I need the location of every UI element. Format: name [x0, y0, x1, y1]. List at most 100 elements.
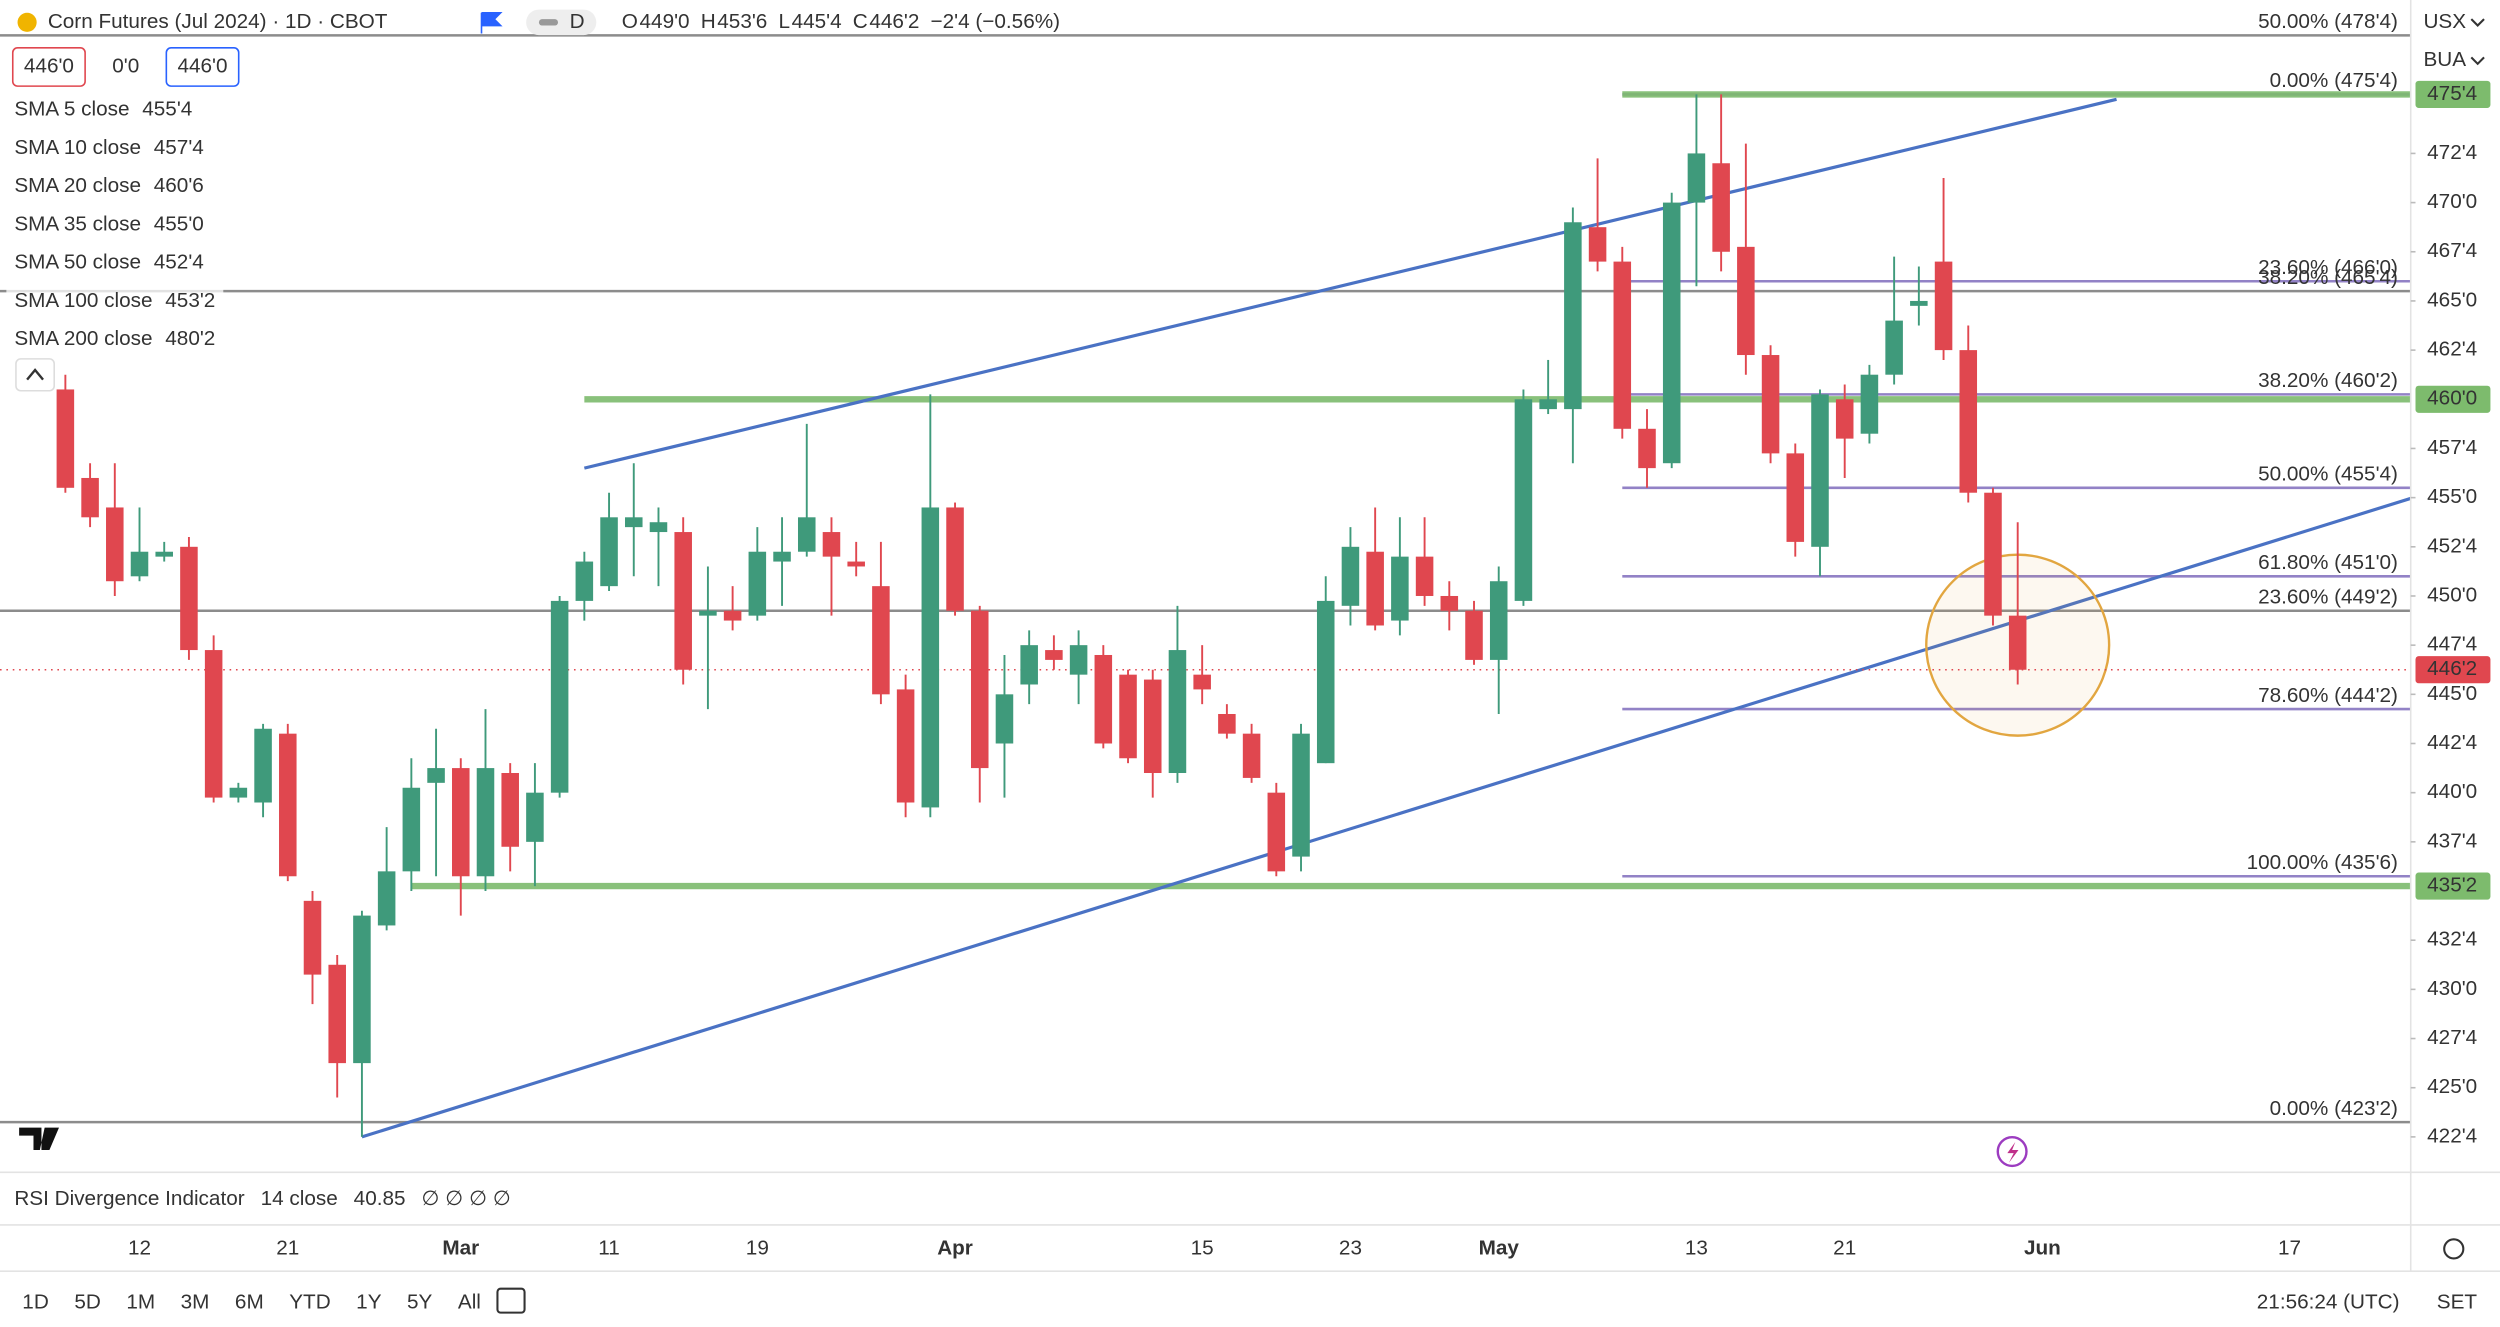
currency[interactable]: USX [2423, 10, 2466, 33]
settings-icon[interactable] [2443, 1238, 2465, 1260]
calendar-icon[interactable] [496, 1287, 526, 1314]
x-tick-label: 17 [2278, 1236, 2301, 1259]
candle-body [1143, 679, 1162, 774]
last-price-label: 446'2 [2427, 657, 2477, 680]
ohlc-key: L [778, 10, 790, 33]
x-tick-label: 19 [746, 1236, 769, 1259]
candle-body [229, 787, 248, 798]
price-label-box [2415, 385, 2491, 413]
candle-body [353, 915, 371, 1064]
candle-body [1094, 654, 1113, 744]
candle-body [204, 650, 223, 798]
chart-title: Corn Futures (Jul 2024) · 1D · CBOT [48, 10, 388, 33]
legend-value: 455'4 [142, 98, 192, 121]
candle-body [896, 689, 915, 803]
x-tick-label: Mar [442, 1236, 479, 1259]
candle-body [674, 532, 692, 670]
input-box[interactable] [11, 47, 86, 87]
fib-label: 100.00% (435'6) [2247, 851, 2398, 874]
legend-backdrop [6, 323, 224, 356]
y-tick-label: 425'0 [2427, 1075, 2477, 1098]
candle-body [847, 561, 865, 567]
legend-value: 452'4 [154, 251, 204, 274]
input-value[interactable]: 446'0 [177, 54, 227, 77]
legend-value: 455'0 [154, 212, 204, 235]
range-button[interactable]: YTD [289, 1291, 330, 1314]
candle-body [1687, 153, 1706, 203]
legend-value: 480'2 [165, 327, 215, 350]
candle-body [1539, 399, 1557, 410]
range-button[interactable]: 1D [22, 1291, 48, 1314]
legend-value: 460'6 [154, 174, 204, 197]
bolt [2007, 1141, 2019, 1163]
candle-body [723, 610, 742, 621]
settings-button[interactable]: SET [2437, 1291, 2478, 1314]
x-tick-label: May [1479, 1236, 1520, 1259]
candle-body [106, 507, 124, 582]
candle-body [1786, 453, 1805, 542]
candle-body [970, 610, 989, 769]
indicator-extras: ∅ ∅ ∅ ∅ [421, 1187, 510, 1210]
y-tick-label: 452'4 [2427, 534, 2477, 557]
fib-label: 38.20% (465'4) [2258, 266, 2398, 289]
fib-label: 50.00% (478'4) [2258, 10, 2398, 33]
candle-body [402, 787, 421, 872]
legend-value: 457'4 [154, 136, 204, 159]
candle-body [1514, 399, 1533, 601]
candle-body [1069, 645, 1088, 675]
candle-body [921, 507, 940, 808]
indicator-name: RSI Divergence Indicator [14, 1187, 244, 1210]
y-tick-label: 422'4 [2427, 1124, 2477, 1147]
candle-body [1662, 202, 1681, 464]
alert-icon[interactable] [1996, 1136, 2028, 1168]
candle-body [279, 733, 297, 877]
candle-body [2008, 615, 2027, 670]
range-button[interactable]: 3M [181, 1291, 210, 1314]
y-tick-label: 432'4 [2427, 928, 2477, 951]
range-button[interactable]: 5D [74, 1291, 100, 1314]
legend-name: SMA 50 close [14, 251, 141, 274]
interval-flag: D [570, 10, 585, 33]
clock: 21:56:24 (UTC) [2257, 1291, 2400, 1314]
logo [19, 1127, 59, 1150]
candle-body [1218, 713, 1236, 734]
candle-body [600, 517, 618, 587]
fib-label: 0.00% (475'4) [2270, 69, 2398, 92]
range-button[interactable]: 1Y [356, 1291, 382, 1314]
range-button[interactable]: 5Y [407, 1291, 433, 1314]
y-tick-label: 465'0 [2427, 288, 2477, 311]
candle-body [773, 551, 791, 562]
ohlc-value: 453'6 [717, 10, 767, 33]
input-value[interactable]: 0'0 [112, 54, 139, 77]
candle-body [1267, 792, 1286, 872]
symbol-icon [17, 12, 37, 32]
candle-body [995, 694, 1014, 744]
input-value[interactable]: 446'0 [24, 54, 74, 77]
toggle[interactable] [526, 9, 597, 36]
candle-body [1811, 394, 1829, 547]
collapse-button[interactable] [15, 358, 56, 392]
flag-icon[interactable] [480, 11, 503, 34]
candle-body [1292, 733, 1310, 857]
candle-body [1737, 246, 1755, 356]
legend-name: SMA 10 close [14, 136, 141, 159]
legend-value: 453'2 [165, 289, 215, 312]
range-button[interactable]: All [458, 1291, 481, 1314]
candle-body [1761, 355, 1780, 454]
legend-backdrop [6, 208, 212, 241]
candle-body [575, 561, 594, 601]
ohlc-key: H [701, 10, 716, 33]
fib-label: 78.60% (444'2) [2258, 684, 2398, 707]
change: −2'4 (−0.56%) [931, 10, 1060, 33]
y-tick-label: 437'4 [2427, 829, 2477, 852]
candle-body [822, 532, 841, 557]
candle-body [452, 768, 470, 877]
candle-body [1415, 556, 1434, 596]
range-button[interactable]: 6M [235, 1291, 264, 1314]
legend-backdrop [6, 247, 212, 280]
fib-label: 38.20% (460'2) [2258, 369, 2398, 392]
input-box[interactable] [165, 47, 240, 87]
candle-body [1885, 320, 1903, 375]
range-button[interactable]: 1M [126, 1291, 155, 1314]
unit[interactable]: BUA [2423, 48, 2466, 71]
